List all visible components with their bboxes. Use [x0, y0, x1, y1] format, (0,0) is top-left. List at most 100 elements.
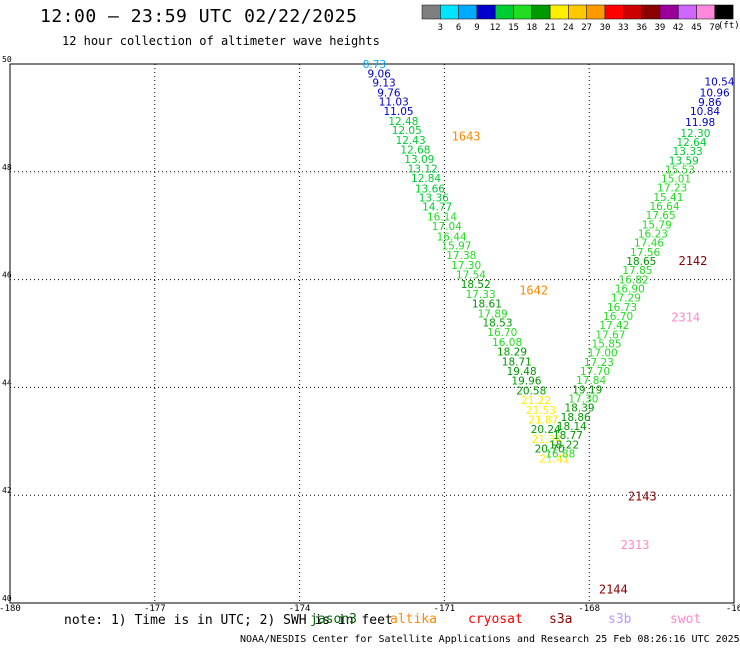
legend-swatch: [549, 4, 569, 20]
legend-swatch: [458, 4, 478, 20]
wave-height-point: 16.14: [427, 211, 457, 223]
wave-height-point: 16.82: [619, 274, 649, 286]
legend-swatch: [714, 4, 734, 20]
wave-height-point: 21.22: [521, 395, 551, 407]
wave-height-point: 17.84: [576, 375, 606, 387]
x-tick-label: -171: [434, 604, 456, 614]
legend-label: 30: [600, 23, 611, 33]
wave-height-point: 17.85: [622, 265, 652, 277]
wave-height-point: 16.44: [437, 231, 467, 243]
pass-time-label: 2313: [621, 538, 650, 552]
x-tick-label: -177: [144, 604, 166, 614]
wave-height-point: 9.76: [377, 87, 401, 99]
y-tick-label: 50: [2, 55, 12, 64]
legend-label: 9: [474, 23, 479, 33]
pass-time-label: 2143: [628, 490, 657, 504]
wave-height-point: 13.59: [669, 155, 699, 167]
wave-height-point: 18.65: [626, 256, 656, 268]
wave-height-point: 11.98: [685, 117, 715, 129]
y-tick-label: 46: [2, 271, 12, 280]
sat-altika: altika: [390, 612, 437, 627]
wave-height-point: 15.85: [592, 339, 622, 351]
wave-height-point: 18.22: [549, 439, 579, 451]
wave-height-point: 17.33: [466, 289, 496, 301]
wave-height-point: 20.58: [516, 385, 546, 397]
wave-height-point: 16.23: [638, 229, 668, 241]
wave-height-point: 10.54: [704, 77, 734, 89]
page-subtitle: 12 hour collection of altimeter wave hei…: [62, 34, 380, 48]
pass-labels: 1643 1642 2142 2314 2143 2313 2144: [452, 130, 708, 597]
data-points: 8.739.069.139.7611.0311.0512.4812.0512.4…: [363, 59, 735, 466]
wave-height-point: 15.01: [661, 174, 691, 186]
legend-label: 21: [545, 23, 556, 33]
wave-height-point: 11.05: [384, 106, 414, 118]
wave-height-point: 17.04: [432, 221, 462, 233]
legend-swatch: [531, 4, 551, 20]
legend-label: 70: [709, 23, 720, 33]
wave-height-point: 19.48: [507, 366, 537, 378]
legend-swatch: [440, 4, 459, 20]
wave-height-point: 13.09: [404, 154, 434, 166]
wave-height-point: 13.66: [415, 183, 445, 195]
wave-height-point: 12.48: [388, 116, 418, 128]
y-tick-label: 48: [2, 163, 12, 172]
y-tick-label: 40: [2, 594, 12, 603]
legend-swatch: [696, 4, 716, 20]
wave-height-point: 21.87: [528, 415, 558, 427]
y-tick-label: 44: [2, 378, 12, 387]
wave-height-point: 20.70: [535, 444, 565, 456]
wave-height-point: 17.38: [446, 250, 476, 262]
wave-height-point: 21.34: [532, 434, 562, 446]
wave-height-point: 15.41: [653, 192, 683, 204]
color-legend: 3 6 9 12 15 18 21 24 27 30 33 36 39 42 45 70: [421, 4, 734, 33]
legend-label: 15: [508, 23, 519, 33]
footer-credit: NOAA/NESDIS Center for Satellite Applica…: [240, 634, 740, 645]
sat-jason3: jason3: [310, 612, 357, 627]
wave-height-point: 15.53: [665, 164, 695, 176]
wave-height-point: 14.77: [422, 202, 452, 214]
wave-height-point: 11.03: [379, 97, 409, 109]
wave-height-point: 12.43: [396, 135, 426, 147]
wave-height-point: 17.67: [595, 329, 625, 341]
wave-height-point: 16.64: [649, 201, 679, 213]
wave-height-point: 16.70: [603, 311, 633, 323]
wave-height-point: 21.41: [539, 453, 569, 465]
wave-height-point: 17.29: [611, 293, 641, 305]
wave-height-point: 15.97: [441, 240, 471, 252]
wave-height-point: 17.54: [456, 270, 486, 282]
legend-label: 24: [563, 23, 574, 33]
wave-height-point: 17.30: [568, 393, 598, 405]
wave-height-point: 17.23: [657, 183, 687, 195]
wave-height-point: 17.30: [451, 260, 481, 272]
legend-label: 42: [673, 23, 684, 33]
legend-swatch: [421, 4, 441, 20]
pass-time-label: 2142: [678, 254, 707, 268]
legend-label: 45: [691, 23, 702, 33]
sat-swot: swot: [670, 612, 702, 627]
legend-swatch: [513, 4, 533, 20]
plot-border: [9, 63, 735, 604]
legend-label: 39: [654, 23, 665, 33]
wave-height-point: 19.19: [572, 384, 602, 396]
sat-s3a: s3a: [549, 612, 573, 627]
legend-swatch: [586, 4, 606, 20]
legend-label: 12: [490, 23, 501, 33]
legend-label: 36: [636, 23, 647, 33]
wave-height-point: 10.96: [700, 87, 730, 99]
wave-height-point: 17.23: [584, 357, 614, 369]
legend-label: 3: [438, 23, 443, 33]
x-tick-label: -168: [578, 604, 600, 614]
wave-height-point: 13.36: [419, 192, 449, 204]
sat-cryosat: cryosat: [468, 612, 523, 627]
wave-height-point: 16.88: [545, 448, 575, 460]
wave-height-point: 18.61: [472, 299, 502, 311]
wave-height-point: 20.24: [531, 424, 561, 436]
wave-height-point: 12.64: [676, 137, 706, 149]
wave-height-point: 17.65: [646, 210, 676, 222]
wave-height-point: 17.46: [634, 238, 664, 250]
x-tick-label: -180: [0, 604, 21, 614]
legend-unit: (ft): [718, 21, 740, 31]
grid: [10, 64, 734, 603]
x-tick-label: -174: [289, 604, 311, 614]
